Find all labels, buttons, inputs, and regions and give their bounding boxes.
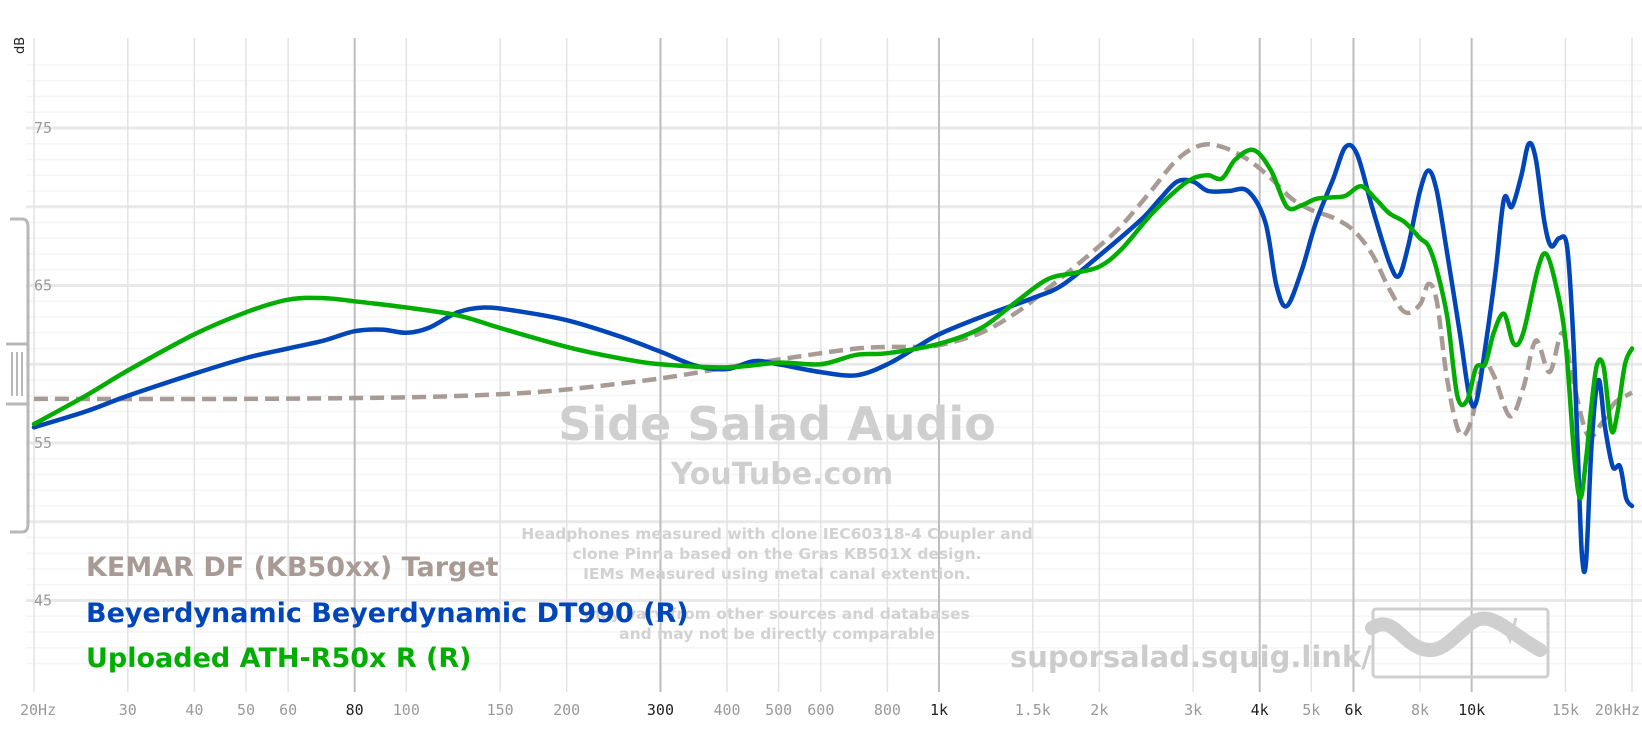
watermark: Side Salad Audio YouTube.com Headphones … xyxy=(521,397,1550,679)
watermark-title: Side Salad Audio xyxy=(558,397,996,451)
y-axis-label: dB xyxy=(13,37,28,54)
x-tick-label: 1k xyxy=(930,701,948,719)
x-tick-label: 20Hz xyxy=(20,701,56,719)
watermark-note: Headphones measured with clone IEC60318-… xyxy=(521,525,1032,543)
y-scale-handle[interactable] xyxy=(6,217,30,534)
x-tick-label: 400 xyxy=(713,701,740,719)
x-tick-label: 4k xyxy=(1251,701,1269,719)
x-tick-label: 15k xyxy=(1552,701,1579,719)
x-tick-label: 5k xyxy=(1302,701,1320,719)
x-axis-ticks: 20Hz 30 40 50 60 80 100 150 200 300 400 500 600 800 1k… xyxy=(20,701,1640,719)
x-tick-label: 8k xyxy=(1411,701,1429,719)
x-tick-label: 50 xyxy=(237,701,255,719)
x-tick-label: 3k xyxy=(1184,701,1202,719)
x-tick-label: 1.5k xyxy=(1015,701,1051,719)
x-tick-label: 10k xyxy=(1458,701,1485,719)
legend-entry-dt990[interactable]: Beyerdynamic Beyerdynamic DT990 (R) xyxy=(86,598,689,629)
y-axis-ticks: 75 65 55 45 xyxy=(34,119,52,610)
watermark-note: clone Pinna based on the Gras KB501X des… xyxy=(572,545,981,563)
series-line-ath-r50x[interactable] xyxy=(31,147,1635,501)
x-tick-label: 80 xyxy=(346,701,364,719)
x-tick-label: 30 xyxy=(119,701,137,719)
x-tick-label: 150 xyxy=(487,701,514,719)
legend-entry-target[interactable]: KEMAR DF (KB50xx) Target xyxy=(86,552,499,583)
y-tick-label: 55 xyxy=(34,434,52,452)
x-tick-label: 300 xyxy=(647,701,674,719)
x-tick-label: 20kHz xyxy=(1595,701,1640,719)
legend-entry-ath-r50x[interactable]: Uploaded ATH-R50x R (R) xyxy=(86,643,472,674)
series-line-target[interactable] xyxy=(33,142,1634,440)
x-tick-label: 600 xyxy=(807,701,834,719)
x-tick-label: 100 xyxy=(393,701,420,719)
x-tick-label: 200 xyxy=(553,701,580,719)
x-tick-label: 500 xyxy=(765,701,792,719)
x-tick-label: 6k xyxy=(1344,701,1362,719)
watermark-note: may vary from other sources and database… xyxy=(584,605,969,623)
x-tick-label: 800 xyxy=(874,701,901,719)
watermark-subtitle: YouTube.com xyxy=(670,457,893,492)
y-tick-label: 45 xyxy=(34,592,52,610)
y-tick-label: 65 xyxy=(34,277,52,295)
legend: KEMAR DF (KB50xx) Target Beyerdynamic Be… xyxy=(86,552,689,674)
series-layer xyxy=(31,140,1635,575)
watermark-url: suporsalad.squig.link/ xyxy=(1010,640,1372,674)
x-tick-label: 60 xyxy=(279,701,297,719)
y-tick-label: 75 xyxy=(34,119,52,137)
x-tick-label: 2k xyxy=(1090,701,1108,719)
series-line-dt990[interactable] xyxy=(31,140,1635,575)
grid xyxy=(26,38,1642,692)
squiglink-logo xyxy=(1365,607,1550,679)
x-tick-label: 40 xyxy=(185,701,203,719)
watermark-note: IEMs Measured using metal canal extentio… xyxy=(583,565,971,583)
watermark-note: and may not be directly comparable xyxy=(619,625,935,643)
